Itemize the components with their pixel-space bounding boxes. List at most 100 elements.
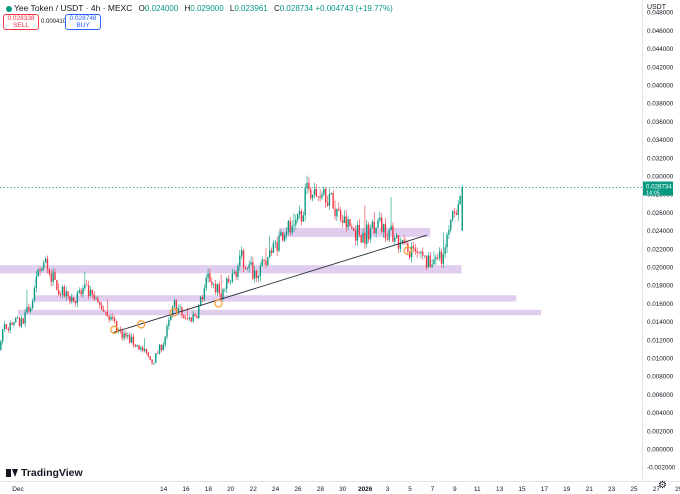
- candle-body: [22, 318, 24, 324]
- buy-button[interactable]: 0.028748 BUY: [65, 14, 101, 30]
- candle-body: [190, 317, 192, 322]
- candle-body: [86, 284, 88, 286]
- candle-body: [280, 232, 282, 236]
- x-tick-label: 14: [160, 486, 168, 493]
- candle-body: [59, 294, 62, 296]
- x-tick-label: 15: [518, 486, 526, 493]
- high-value: 0.029000: [190, 4, 224, 13]
- candle-body: [7, 328, 10, 331]
- price-tag-bg: [643, 181, 673, 196]
- candle-body: [429, 255, 431, 267]
- candle-body: [136, 345, 138, 347]
- candle-body: [158, 344, 161, 354]
- candle-body: [311, 194, 314, 199]
- candle-body: [173, 300, 176, 307]
- candle-body: [46, 258, 49, 270]
- candle-body: [196, 316, 198, 319]
- price-tag-value: 0.028734: [646, 184, 672, 191]
- candle-body: [33, 288, 36, 301]
- candle-body: [308, 182, 310, 190]
- candle-body: [16, 317, 19, 319]
- y-tick-label: 0.002000: [647, 428, 674, 435]
- candle-body: [147, 352, 150, 357]
- low-label: L: [229, 4, 235, 13]
- candle-body: [153, 362, 155, 364]
- candle-body: [30, 308, 32, 312]
- candle-body: [369, 228, 372, 240]
- candle-body: [353, 228, 355, 231]
- candle-body: [82, 288, 84, 295]
- candle-body: [9, 322, 11, 331]
- candle-body: [192, 314, 194, 322]
- candle-body: [102, 309, 105, 312]
- candle-body: [302, 215, 304, 222]
- x-tick-label: 30: [339, 486, 347, 493]
- x-tick-label: 17: [541, 486, 549, 493]
- candle-body: [220, 293, 222, 299]
- sell-price: 0.028338: [7, 15, 35, 22]
- open-label: O: [138, 4, 145, 13]
- candle-body: [250, 262, 252, 265]
- candle-body: [362, 232, 364, 243]
- candle-body: [364, 232, 366, 244]
- y-tick-label: 0.034000: [647, 137, 674, 144]
- x-tick-label: 3: [386, 486, 390, 493]
- candle-body: [231, 273, 234, 282]
- candle-body: [198, 305, 200, 319]
- candle-body: [390, 225, 392, 231]
- candle-body: [100, 305, 103, 310]
- candle-body: [451, 211, 454, 220]
- candle-body: [112, 316, 114, 319]
- candle-body: [199, 296, 202, 306]
- candle-body: [188, 317, 191, 320]
- candle-body: [39, 269, 41, 271]
- candle-body: [170, 315, 172, 321]
- candle-body: [386, 238, 389, 240]
- candle-body: [175, 300, 178, 312]
- candle-body: [448, 229, 450, 235]
- time-axis[interactable]: Dec 14 16 18 20 22 24 26 28 30 2026 3 5 7 9 11 13 15 17 19 2…: [12, 486, 680, 493]
- gear-icon[interactable]: ⚙: [658, 480, 667, 491]
- candle-body: [313, 188, 316, 195]
- x-tick-label: 9: [453, 486, 457, 493]
- y-tick-label: 0.016000: [647, 301, 674, 308]
- candle-body: [155, 353, 157, 363]
- touch-point: [136, 320, 146, 329]
- candle-body: [114, 318, 116, 321]
- x-tick-label: 23: [608, 486, 616, 493]
- candle-body: [438, 251, 441, 259]
- low-value: 0.023961: [234, 4, 268, 13]
- candle-body: [274, 242, 276, 243]
- x-tick-label: 11: [474, 486, 481, 493]
- sell-button[interactable]: 0.028338 SELL: [3, 14, 39, 30]
- candle-body: [298, 211, 301, 215]
- candle-body: [425, 255, 428, 268]
- candle-body: [373, 221, 375, 234]
- candle-body: [272, 242, 275, 253]
- price-axis[interactable]: -0.002000 0.000000 0.002000 0.004000 0.00600…: [647, 0, 676, 472]
- candle-body: [212, 283, 215, 285]
- candle-body: [203, 288, 206, 300]
- candle-body: [233, 271, 235, 274]
- candle-body: [257, 276, 260, 279]
- close-label: C: [273, 4, 280, 13]
- candle-body: [160, 344, 163, 351]
- candle-body: [375, 227, 377, 234]
- y-tick-label: 0.014000: [647, 319, 674, 326]
- candle-body: [248, 264, 250, 269]
- candle-body: [229, 281, 232, 283]
- x-tick-label: Dec: [12, 486, 24, 493]
- candle-body: [414, 248, 417, 252]
- candle-body: [78, 290, 80, 293]
- candle-body: [69, 296, 71, 302]
- candle-body: [15, 317, 17, 323]
- candle-body: [323, 189, 325, 195]
- candle-body: [282, 232, 284, 241]
- candle-body: [186, 318, 189, 320]
- currency-selector[interactable]: USDT: [646, 4, 666, 11]
- candle-body: [18, 317, 21, 327]
- candle-body: [379, 217, 381, 221]
- y-tick-label: 0.012000: [647, 337, 674, 344]
- tradingview-logo[interactable]: TradingView: [6, 467, 83, 479]
